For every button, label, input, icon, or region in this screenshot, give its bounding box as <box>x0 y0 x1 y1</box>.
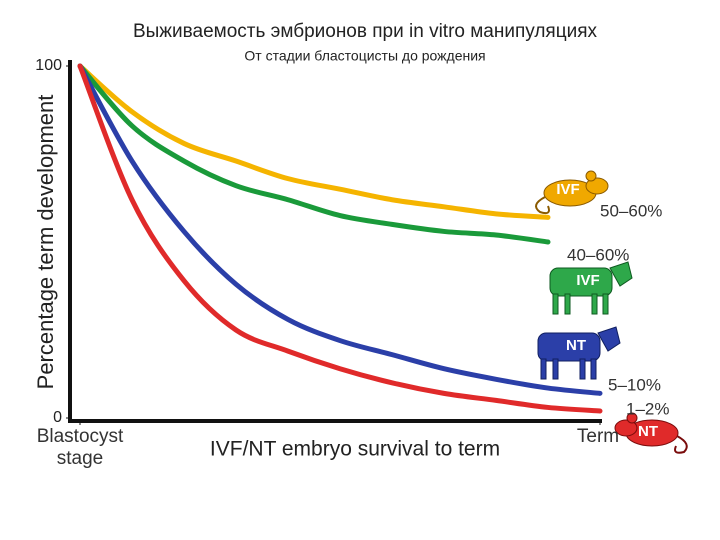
icon-label: IVF <box>556 181 579 198</box>
end-label: 40–60% <box>567 245 629 264</box>
line <box>77 63 551 245</box>
x-tick-label: Blastocyst stage <box>36 426 124 469</box>
icon-label: NT <box>638 423 658 440</box>
icon-label: NT <box>566 337 586 354</box>
line <box>77 63 603 396</box>
x-axis-label: IVF/NT embryo survival to term <box>210 438 500 461</box>
mouse-icon <box>535 170 609 215</box>
mouse-icon <box>614 412 688 454</box>
line <box>77 63 551 220</box>
cow-icon <box>549 261 633 315</box>
icon-label: IVF <box>576 272 599 289</box>
x-tick-label: Term <box>576 426 620 447</box>
y-tick-label: 0 <box>53 409 62 426</box>
y-axis-label: Percentage term development <box>33 95 58 390</box>
cow-icon <box>537 326 621 380</box>
end-label: 1–2% <box>626 399 669 418</box>
end-label: 5–10% <box>608 375 661 394</box>
y-tick-label: 100 <box>35 57 62 74</box>
chart-title: Выживаемость эмбрионов при in vitro мани… <box>133 21 598 42</box>
line <box>77 63 603 414</box>
chart-subtitle: От стадии бластоцисты до рождения <box>244 48 485 64</box>
end-label: 50–60% <box>600 201 662 220</box>
